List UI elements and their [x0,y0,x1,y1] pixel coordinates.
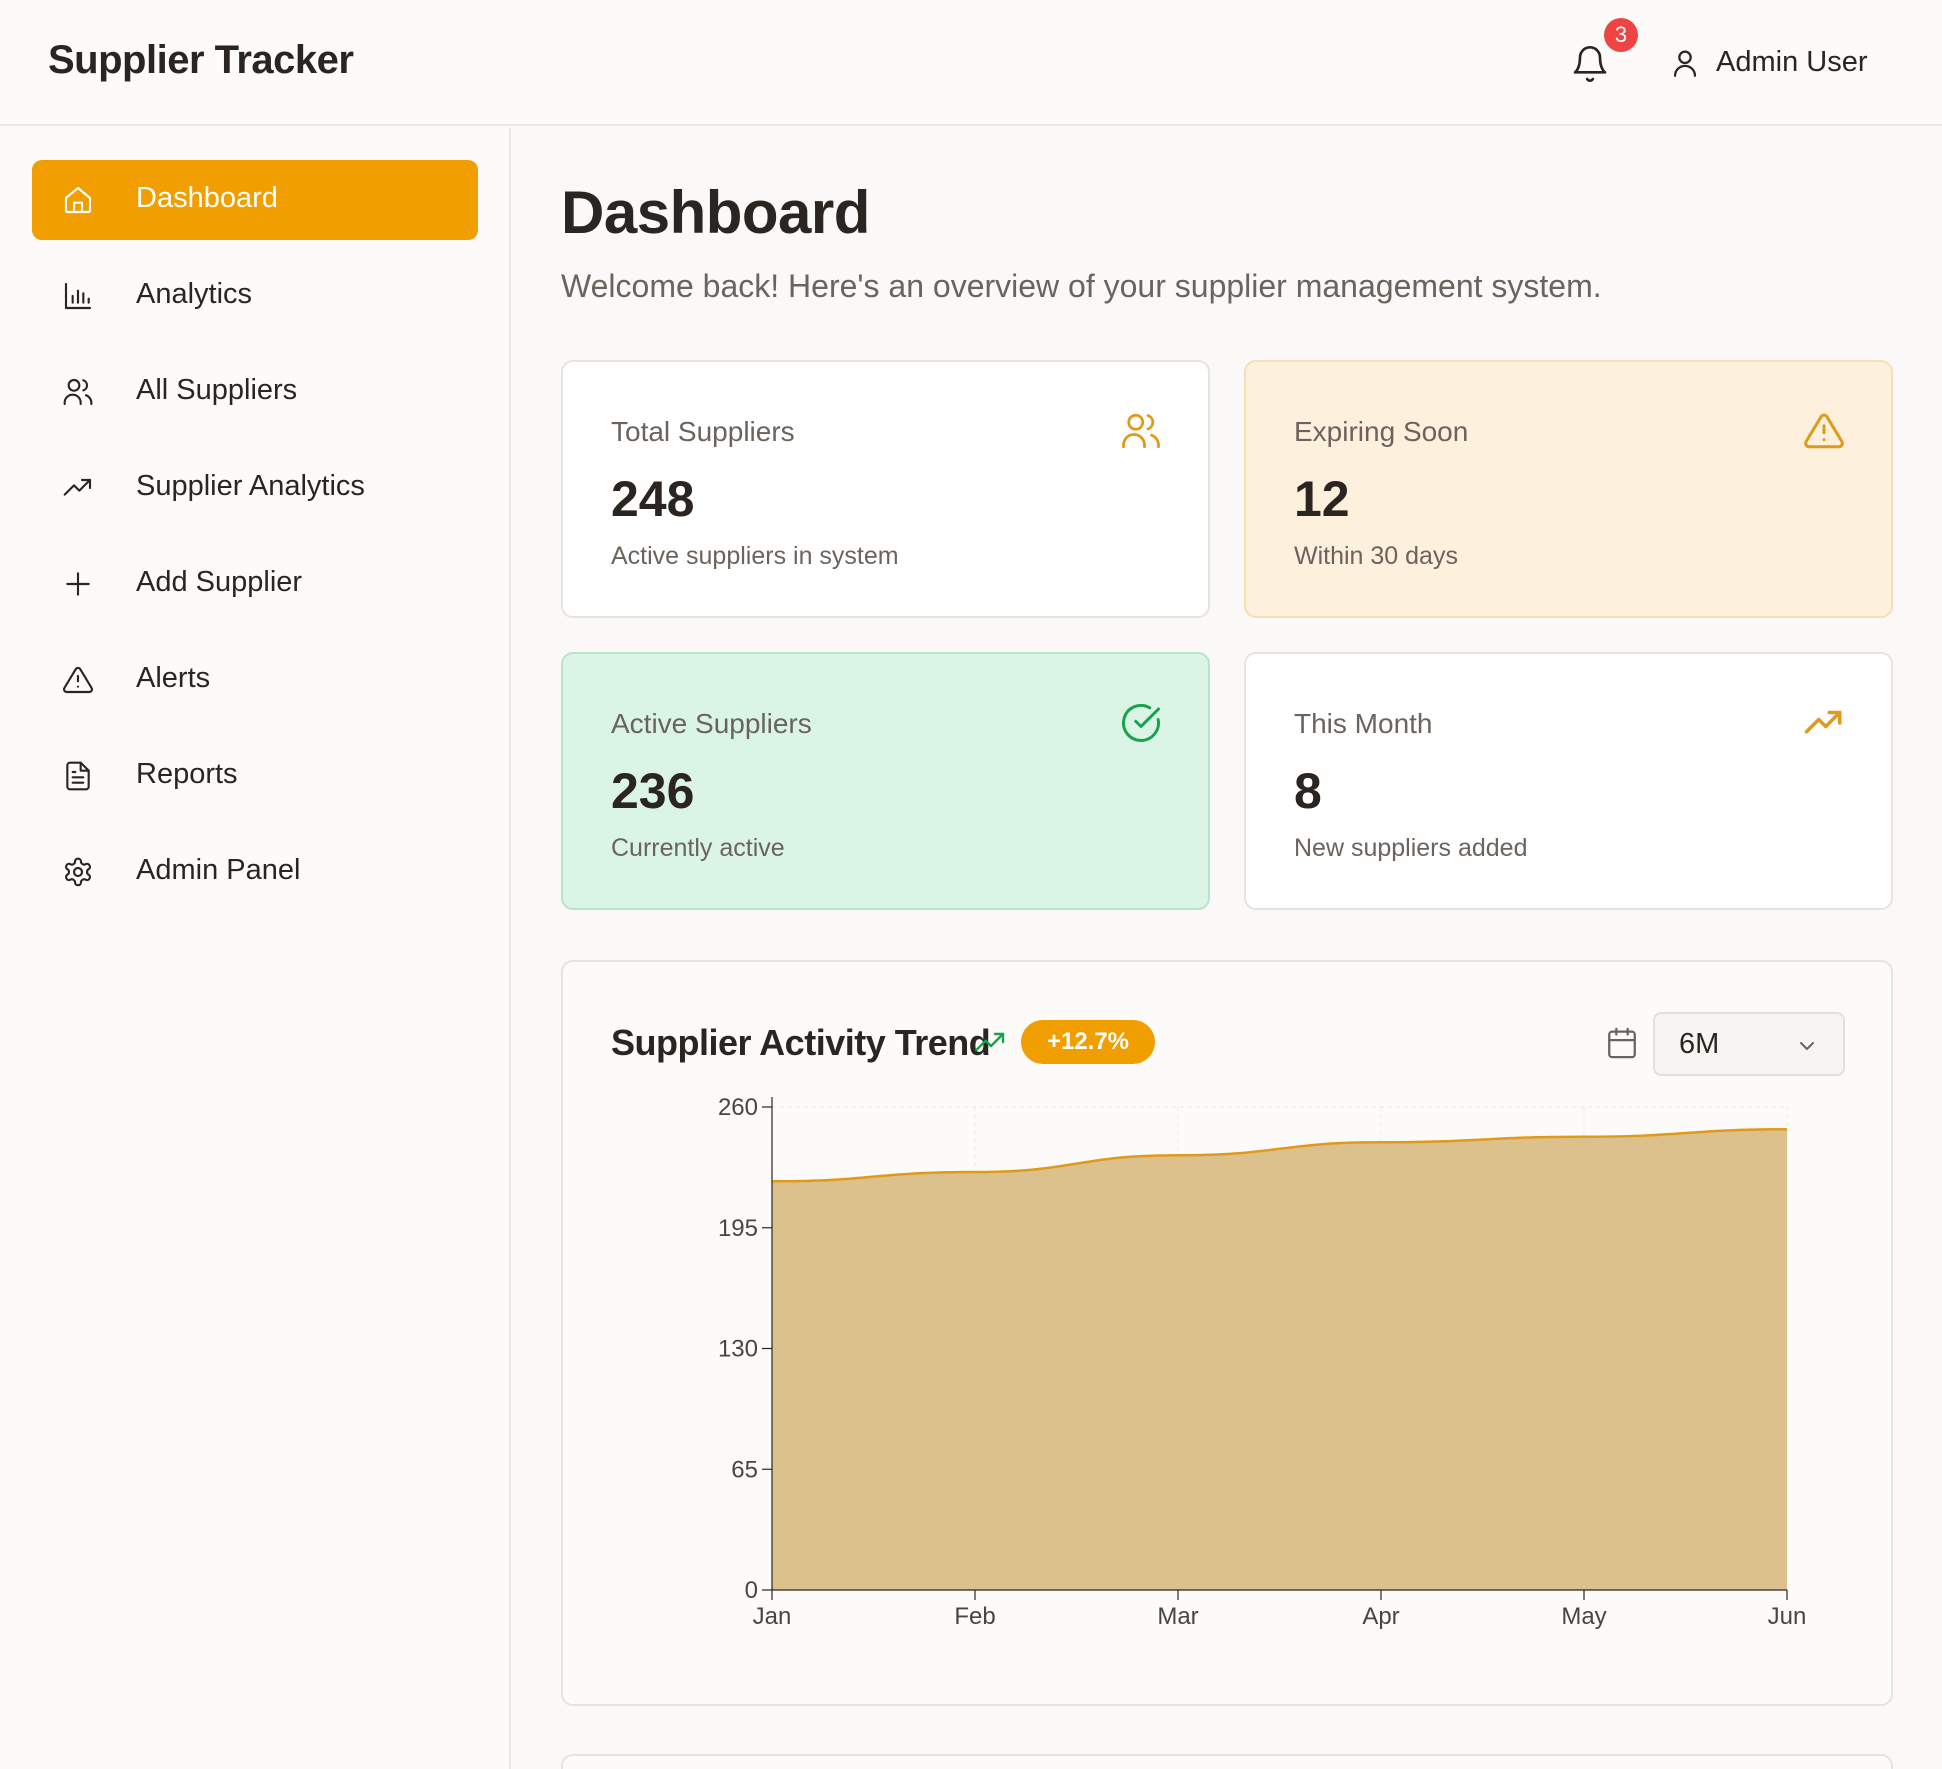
alert-triangle-icon [1804,413,1844,449]
sidebar-item-dashboard[interactable]: Dashboard [32,160,478,240]
sidebar-item-add-supplier[interactable]: Add Supplier [32,544,478,624]
sidebar-item-label: Dashboard [136,182,278,214]
sidebar-item-label: Reports [136,758,238,790]
stat-value: 236 [611,763,695,819]
user-icon [1673,50,1697,77]
user-menu[interactable]: Admin User [1716,46,1868,78]
next-section-card [561,1754,1893,1769]
stat-description: Within 30 days [1294,542,1458,570]
y-tick-label: 0 [745,1577,758,1604]
sidebar-item-label: Alerts [136,662,211,694]
stat-label: This Month [1294,708,1433,739]
sidebar-item-analytics[interactable]: Analytics [32,256,478,336]
stat-card-active-suppliers: Active Suppliers 236 Currently active [561,652,1210,910]
trending-up-icon [1804,710,1842,734]
stat-label: Active Suppliers [611,708,812,739]
plus-icon [66,572,90,596]
bell-icon[interactable] [1570,44,1610,84]
stat-value: 248 [611,471,695,527]
sidebar-item-label: Analytics [136,278,253,310]
x-tick-label: Feb [954,1603,995,1630]
x-tick-label: Jun [1768,1603,1807,1630]
x-tick-label: Apr [1362,1603,1399,1630]
stat-value: 8 [1294,763,1322,819]
notification-badge: 3 [1604,18,1638,52]
series-line [771,1128,1788,1183]
sidebar-item-label: Add Supplier [136,566,303,598]
time-range-select[interactable]: 6M [1653,1012,1845,1076]
calendar-icon [1608,1027,1636,1059]
y-tick-label: 65 [731,1456,758,1483]
stat-card-this-month: This Month 8 New suppliers added [1244,652,1893,910]
sidebar: Dashboard Analytics All Suppliers Suppli… [0,128,511,1769]
alert-triangle-icon [62,666,94,694]
x-tick-label: May [1561,1603,1606,1630]
stat-label: Expiring Soon [1294,416,1469,447]
activity-trend-card: 0 65 130 195 260 Jan Feb Mar Apr May Jun Supplier … [561,960,1893,1706]
sidebar-item-admin-panel[interactable]: Admin Panel [32,832,478,912]
sidebar-item-supplier-analytics[interactable]: Supplier Analytics [32,448,478,528]
y-tick-label: 260 [718,1094,758,1121]
stat-description: Currently active [611,834,785,862]
page-subtitle: Welcome back! Here's an overview of your… [561,268,1602,304]
time-range-value: 6M [1679,1028,1720,1060]
y-tick-label: 195 [718,1215,758,1242]
sidebar-item-reports[interactable]: Reports [32,736,478,816]
settings-icon [65,857,91,887]
y-tick-label: 130 [718,1336,758,1363]
page-title: Dashboard [561,179,870,246]
home-icon [64,186,92,214]
sidebar-item-label: Admin Panel [136,854,301,886]
area-fill [772,1129,1787,1590]
sidebar-item-all-suppliers[interactable]: All Suppliers [32,352,478,432]
stat-value: 12 [1294,471,1350,527]
app-title: Supplier Tracker [48,38,354,82]
trending-up-icon [975,1032,1005,1052]
sidebar-item-label: Supplier Analytics [136,470,365,502]
sidebar-item-label: All Suppliers [136,374,298,406]
users-icon [63,378,93,406]
users-icon [1122,413,1160,449]
stat-description: Active suppliers in system [611,542,899,570]
sidebar-item-alerts[interactable]: Alerts [32,640,478,720]
x-tick-label: Jan [753,1603,792,1630]
stat-description: New suppliers added [1294,834,1528,862]
area-chart: 0 65 130 195 260 Jan Feb Mar Apr May Jun [718,1094,1807,1630]
check-circle-icon [1122,703,1160,742]
trending-up-icon [63,478,92,496]
chart-title: Supplier Activity Trend [611,1022,991,1063]
x-tick-label: Mar [1157,1603,1198,1630]
bar-chart-icon [64,282,92,310]
file-text-icon [66,761,90,791]
stat-card-total-suppliers: Total Suppliers 248 Active suppliers in … [561,360,1210,618]
chevron-down-icon [1800,1042,1814,1050]
stat-label: Total Suppliers [611,416,795,447]
stat-card-expiring-soon: Expiring Soon 12 Within 30 days [1244,360,1893,618]
trend-change-badge: +12.7% [1021,1020,1155,1064]
top-bar: Supplier Tracker 3 Admin User [0,0,1942,126]
